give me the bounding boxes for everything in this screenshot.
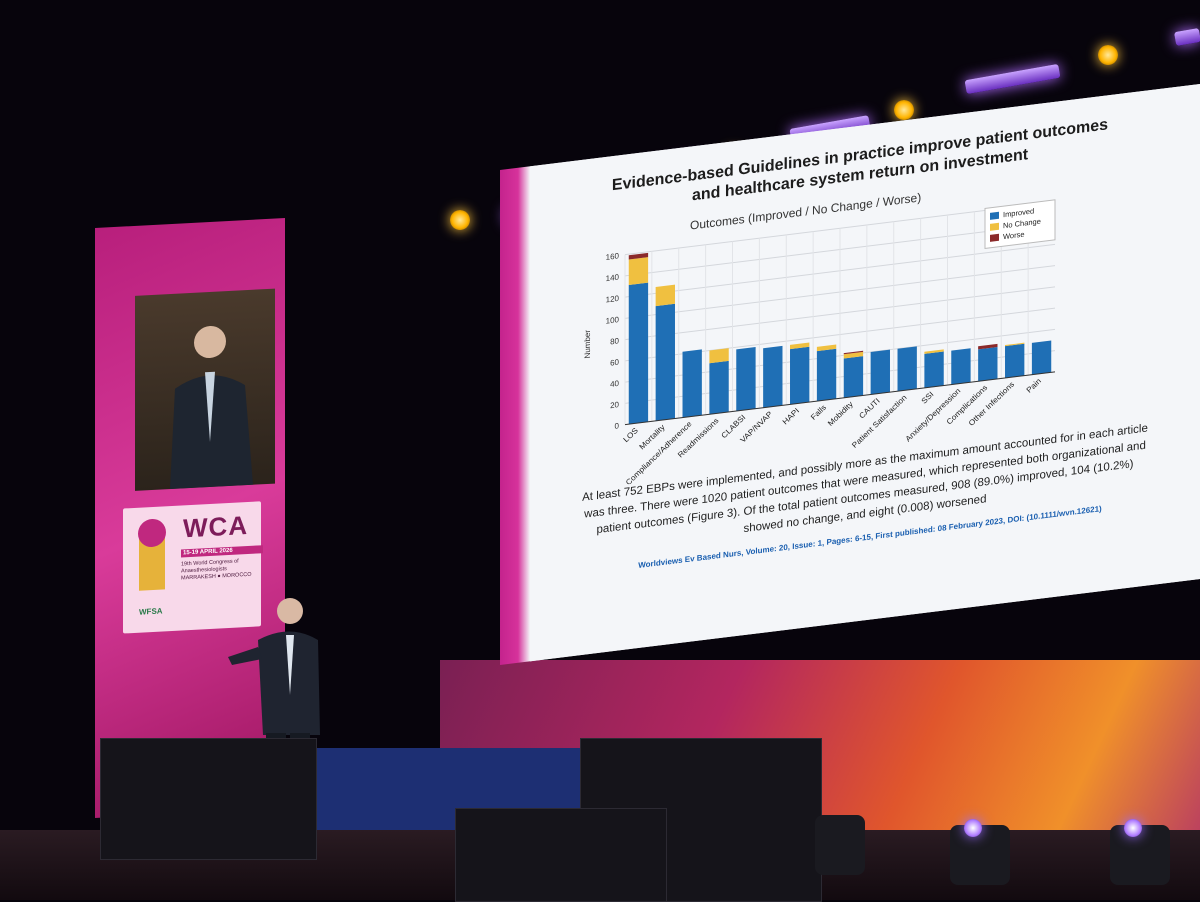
y-tick-label: 0 [615, 421, 620, 431]
legend-entry: Worse [1003, 230, 1024, 242]
y-tick-label: 120 [606, 294, 620, 305]
bar-segment [816, 344, 837, 352]
spotlight-icon [450, 210, 470, 230]
x-tick-label: SSI [920, 390, 936, 406]
x-tick-label: Other Infections [967, 380, 1016, 428]
congress-date: 15-19 APRIL 2026 [181, 545, 263, 558]
bar-segment [843, 350, 864, 355]
stage-monitor-speaker [100, 738, 317, 860]
speaker-silhouette [170, 325, 253, 490]
light-lens-icon [1124, 819, 1142, 837]
bar-segment [924, 349, 944, 354]
x-tick-label: Readmissions [676, 416, 720, 459]
y-axis-label: Number [583, 329, 592, 359]
bar-segment [628, 252, 649, 260]
y-tick-label: 140 [606, 273, 620, 284]
x-axis [625, 371, 1055, 426]
stage-monitor-speaker [455, 808, 667, 902]
wfsa-logo: WFSA [139, 606, 163, 617]
presentation-slide: Evidence-based Guidelines in practice im… [530, 84, 1200, 662]
x-tick-label: Complications [945, 383, 989, 426]
bar-segment [1031, 340, 1052, 375]
legend-swatch [990, 222, 999, 231]
y-tick-label: 40 [610, 379, 619, 389]
x-tick-label: Falls [809, 403, 828, 422]
bar-segment [870, 349, 890, 395]
y-tick-label: 60 [610, 358, 619, 368]
bar-segment [843, 356, 864, 398]
bar-segment [897, 346, 917, 392]
y-tick-label: 20 [610, 400, 619, 410]
bar-segment [1005, 342, 1025, 347]
bar-segment [790, 346, 810, 405]
moving-head-light [1110, 819, 1170, 885]
y-tick-label: 100 [606, 315, 620, 326]
bar-segment [951, 348, 971, 385]
legend-entry: Improved [1003, 206, 1034, 219]
moving-head-light [815, 815, 865, 875]
bar-segment [655, 303, 675, 421]
bar-segment [709, 348, 729, 364]
main-projection-screen: Evidence-based Guidelines in practice im… [500, 84, 1200, 666]
light-lens-icon [964, 819, 982, 837]
side-led-screen: WCA 15-19 APRIL 2026 19th World Congress… [95, 218, 285, 818]
legend-swatch [990, 211, 999, 220]
bar-segment [924, 351, 944, 388]
legend-swatch [990, 233, 999, 242]
y-tick-label: 80 [610, 336, 619, 346]
bar-segment [978, 343, 998, 350]
bar-segment [709, 360, 729, 415]
wca-logo-text: WCA [183, 509, 249, 544]
bar-segment [790, 342, 810, 350]
bar-segment [1005, 343, 1025, 378]
bar-segment [682, 349, 702, 418]
lighting-truss-bar [964, 63, 1061, 95]
bar-segment [628, 282, 649, 425]
x-tick-label: VAP/NVAP [739, 410, 774, 445]
x-tick-label: Mobidity [826, 400, 855, 428]
stacked-bar-chart: 020406080100120140160LOSMortalityComplia… [583, 199, 1056, 487]
speaker-video-feed [135, 288, 275, 491]
x-tick-label: Pain [1025, 377, 1043, 395]
bar-segment [655, 284, 675, 307]
bar-segment [978, 347, 998, 382]
congress-name: 19th World Congress of Anaesthesiologist… [181, 557, 259, 582]
y-tick-label: 160 [606, 251, 620, 262]
bar-segment [736, 346, 756, 411]
spotlight-icon [894, 100, 914, 120]
x-tick-label: HAPI [781, 406, 801, 426]
congress-logo-card: WCA 15-19 APRIL 2026 19th World Congress… [123, 501, 263, 634]
spotlight-icon [1098, 45, 1118, 65]
bar-segment [816, 348, 837, 402]
bar-segment [763, 345, 783, 408]
bar-segment [843, 351, 864, 359]
congress-emblem-icon [138, 518, 166, 591]
legend-box [984, 199, 1056, 250]
bar-segment [628, 257, 649, 286]
lighting-truss-bar [1173, 27, 1200, 47]
moving-head-light [950, 819, 1010, 885]
x-tick-label: LOS [622, 426, 640, 444]
